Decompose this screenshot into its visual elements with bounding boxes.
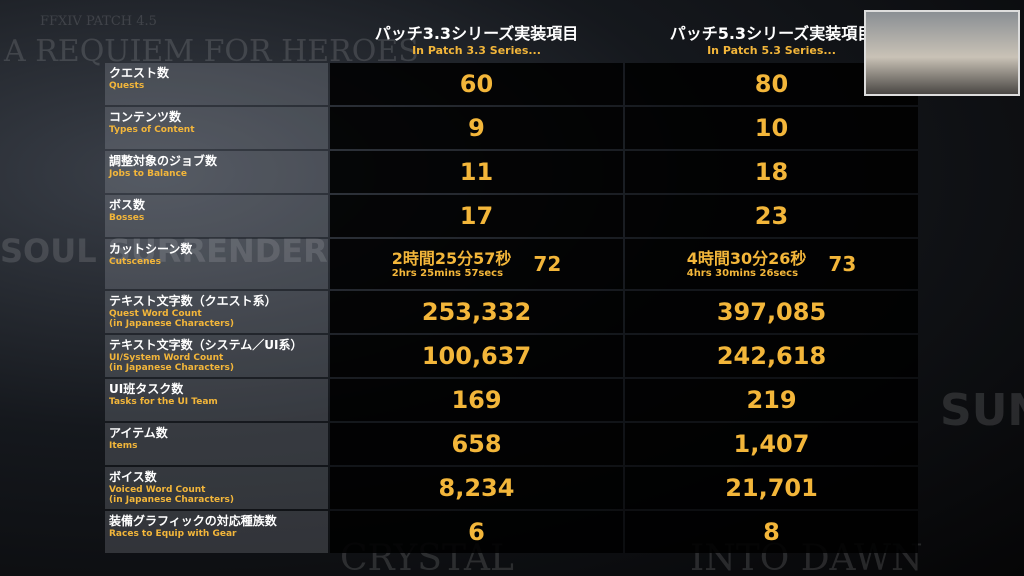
- label-en: Tasks for the UI Team: [109, 397, 218, 407]
- value: 10: [754, 114, 789, 142]
- background-text: SOUL SURRENDER: [0, 232, 328, 270]
- row-label: カットシーン数 Cutscenes: [105, 239, 328, 289]
- header-title: パッチ5.3シリーズ実装項目: [669, 24, 874, 43]
- value: 17: [459, 202, 494, 230]
- column-header: パッチ5.3シリーズ実装項目 In Patch 5.3 Series...: [625, 20, 918, 60]
- label-jp: UI班タスク数: [109, 382, 184, 396]
- value-cell: 9: [330, 107, 623, 149]
- value-cell: 8,234: [330, 467, 623, 509]
- duration: 4時間30分26秒 4hrs 30mins 26secs: [687, 249, 807, 279]
- value: 169: [451, 386, 502, 414]
- value-cell: 253,332: [330, 291, 623, 333]
- value: 100,637: [421, 342, 532, 370]
- background-text: SUN: [940, 385, 1024, 436]
- label-jp: テキスト文字数（システム／UI系）: [109, 338, 303, 352]
- value-cell: 169: [330, 379, 623, 421]
- value-cell: 1,407: [625, 423, 918, 465]
- value: 8,234: [438, 474, 515, 502]
- label-jp: コンテンツ数: [109, 110, 182, 124]
- value: 658: [451, 430, 502, 458]
- value: 253,332: [421, 298, 532, 326]
- value-cell: 658: [330, 423, 623, 465]
- value-cell: 2時間25分57秒 2hrs 25mins 57secs 72: [330, 239, 623, 289]
- label-jp: 装備グラフィックの対応種族数: [109, 514, 277, 528]
- duration-en: 4hrs 30mins 26secs: [686, 268, 799, 279]
- label-en: Quests: [109, 81, 145, 91]
- value-cell: 17: [330, 195, 623, 237]
- cutscene-count: 72: [533, 252, 562, 276]
- label-en: (in Japanese Characters): [109, 363, 235, 373]
- value-cell: 8: [625, 511, 918, 553]
- label-jp: カットシーン数: [109, 242, 193, 256]
- value-cell: 242,618: [625, 335, 918, 377]
- value: 1,407: [733, 430, 810, 458]
- label-en: Quest Word Count: [109, 309, 202, 319]
- value: 23: [754, 202, 789, 230]
- value-cell: 219: [625, 379, 918, 421]
- row-label: コンテンツ数 Types of Content: [105, 107, 328, 149]
- row-label: 調整対象のジョブ数 Jobs to Balance: [105, 151, 328, 193]
- value-cell: 11: [330, 151, 623, 193]
- value-cell: 397,085: [625, 291, 918, 333]
- header-subtitle: In Patch 5.3 Series...: [707, 44, 836, 57]
- value: 80: [754, 70, 789, 98]
- label-en: UI/System Word Count: [109, 353, 224, 363]
- value-cell: 18: [625, 151, 918, 193]
- value-cell: 23: [625, 195, 918, 237]
- header-title: パッチ3.3シリーズ実装項目: [374, 24, 579, 43]
- label-jp: アイテム数: [109, 426, 168, 440]
- label-en: Types of Content: [109, 125, 195, 135]
- value-cell: 60: [330, 63, 623, 105]
- row-label: ボス数 Bosses: [105, 195, 328, 237]
- column-header: パッチ3.3シリーズ実装項目 In Patch 3.3 Series...: [330, 20, 623, 60]
- value: 6: [468, 518, 485, 546]
- label-jp: クエスト数: [109, 66, 170, 80]
- label-en: Jobs to Balance: [109, 169, 188, 179]
- value-cell: 6: [330, 511, 623, 553]
- row-label: テキスト文字数（システム／UI系） UI/System Word Count (in…: [105, 335, 328, 377]
- background-text: FFXIV PATCH 4.5: [40, 14, 157, 29]
- label-en: (in Japanese Characters): [109, 319, 235, 329]
- label-jp: 調整対象のジョブ数: [109, 154, 218, 168]
- cutscene-count: 73: [828, 252, 857, 276]
- duration-jp: 4時間30分26秒: [686, 249, 807, 268]
- row-label: UI班タスク数 Tasks for the UI Team: [105, 379, 328, 421]
- label-en: Races to Equip with Gear: [109, 529, 237, 539]
- value: 18: [754, 158, 789, 186]
- value-cell: 4時間30分26秒 4hrs 30mins 26secs 73: [625, 239, 918, 289]
- label-en: Items: [109, 441, 138, 451]
- value: 242,618: [716, 342, 827, 370]
- value: 8: [763, 518, 780, 546]
- row-label: ボイス数 Voiced Word Count (in Japanese Charac…: [105, 467, 328, 509]
- value: 21,701: [725, 474, 818, 502]
- row-label: クエスト数 Quests: [105, 63, 328, 105]
- value-cell: 21,701: [625, 467, 918, 509]
- webcam-overlay: [864, 10, 1020, 96]
- value: 9: [468, 114, 485, 142]
- label-en: (in Japanese Characters): [109, 495, 235, 505]
- value-cell: 10: [625, 107, 918, 149]
- value-cell: 100,637: [330, 335, 623, 377]
- label-jp: テキスト文字数（クエスト系）: [109, 294, 277, 308]
- value: 397,085: [716, 298, 827, 326]
- row-label: テキスト文字数（クエスト系） Quest Word Count (in Japane…: [105, 291, 328, 333]
- label-jp: ボイス数: [109, 470, 157, 484]
- label-jp: ボス数: [109, 198, 146, 212]
- value: 11: [459, 158, 494, 186]
- label-en: Voiced Word Count: [109, 485, 206, 495]
- duration-en: 2hrs 25mins 57secs: [391, 268, 504, 279]
- label-en: Bosses: [109, 213, 145, 223]
- value: 60: [459, 70, 494, 98]
- row-label: アイテム数 Items: [105, 423, 328, 465]
- label-en: Cutscenes: [109, 257, 161, 267]
- header-subtitle: In Patch 3.3 Series...: [412, 44, 541, 57]
- duration-jp: 2時間25分57秒: [391, 249, 512, 268]
- value: 219: [746, 386, 797, 414]
- row-label: 装備グラフィックの対応種族数 Races to Equip with Gear: [105, 511, 328, 553]
- duration: 2時間25分57秒 2hrs 25mins 57secs: [392, 249, 512, 279]
